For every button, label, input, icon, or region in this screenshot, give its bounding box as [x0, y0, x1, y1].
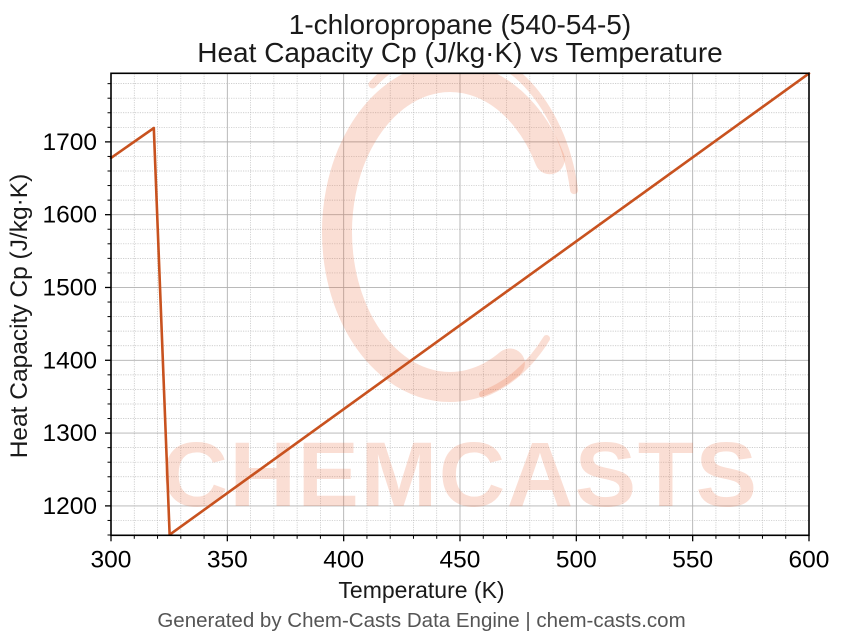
- svg-text:1700: 1700: [42, 129, 97, 156]
- svg-text:500: 500: [556, 546, 597, 573]
- svg-text:450: 450: [440, 546, 481, 573]
- svg-text:350: 350: [207, 546, 248, 573]
- svg-text:1600: 1600: [42, 202, 97, 229]
- svg-text:400: 400: [323, 546, 364, 573]
- svg-text:1400: 1400: [42, 347, 97, 374]
- svg-text:600: 600: [789, 546, 830, 573]
- svg-text:1500: 1500: [42, 274, 97, 301]
- svg-text:550: 550: [672, 546, 713, 573]
- svg-text:1300: 1300: [42, 420, 97, 447]
- svg-text:300: 300: [91, 546, 132, 573]
- svg-text:1200: 1200: [42, 493, 97, 520]
